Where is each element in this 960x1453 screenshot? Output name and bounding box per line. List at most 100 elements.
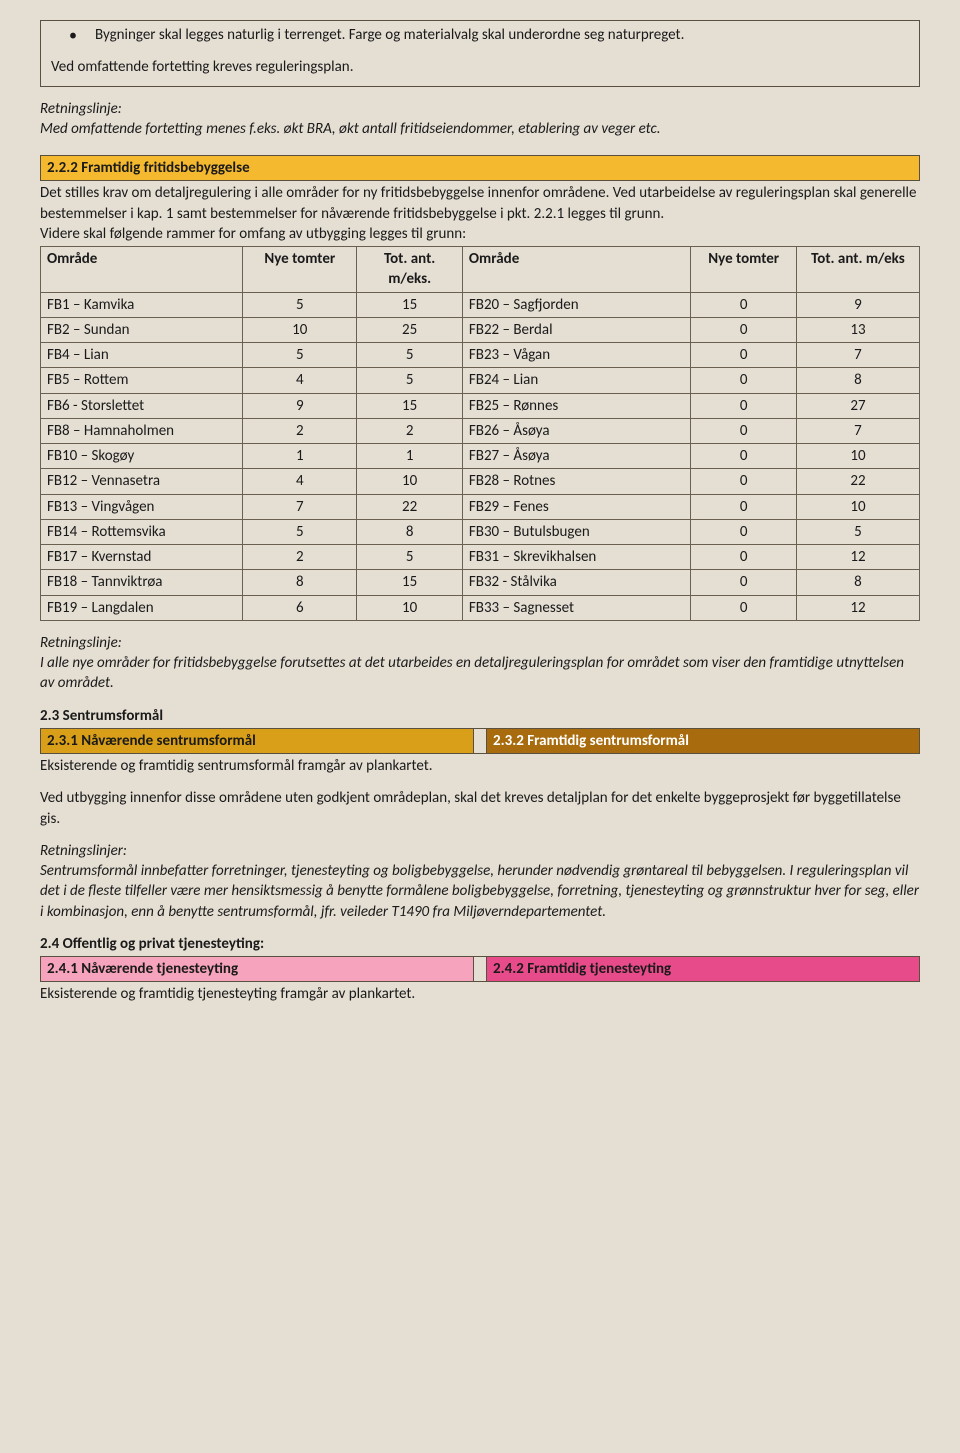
table-cell: 5 — [357, 368, 462, 393]
table-cell: FB32 - Stålvika — [462, 570, 691, 595]
section-24-p1: Eksisterende og framtidig tjenesteyting … — [40, 984, 920, 1004]
table-cell: 7 — [796, 343, 919, 368]
table-cell: 10 — [796, 494, 919, 519]
table-cell: 13 — [796, 317, 919, 342]
table-cell: 10 — [357, 595, 462, 620]
table-cell: 10 — [243, 317, 357, 342]
col-omrade2: Område — [462, 247, 691, 293]
guideline-1-text: Med omfattende fortetting menes f.eks. ø… — [40, 119, 920, 139]
table-header-row: Område Nye tomter Tot. ant. m/eks. Områd… — [41, 247, 920, 293]
table-cell: 15 — [357, 393, 462, 418]
table-cell: 5 — [243, 343, 357, 368]
col-nye2: Nye tomter — [691, 247, 796, 293]
table-cell: FB22 – Berdal — [462, 317, 691, 342]
table-row: FB4 – Lian55FB23 – Vågan07 — [41, 343, 920, 368]
section-232-cell: 2.3.2 Framtidig sentrumsformål — [487, 729, 919, 753]
table-cell: FB4 – Lian — [41, 343, 243, 368]
table-cell: 5 — [243, 519, 357, 544]
table-row: FB13 – Vingvågen722FB29 – Fenes010 — [41, 494, 920, 519]
table-row: FB1 – Kamvika515FB20 – Sagfjorden09 — [41, 292, 920, 317]
guideline-2-label: Retningslinje: — [40, 633, 920, 653]
table-row: FB12 – Vennasetra410FB28 – Rotnes022 — [41, 469, 920, 494]
table-cell: FB6 - Storslettet — [41, 393, 243, 418]
section-222-p1: Det stilles krav om detaljregulering i a… — [40, 183, 920, 224]
guideline-1-label: Retningslinje: — [40, 99, 920, 119]
table-cell: 6 — [243, 595, 357, 620]
table-cell: FB5 – Rottem — [41, 368, 243, 393]
section-241-cell: 2.4.1 Nåværende tjenesteyting — [41, 957, 473, 981]
guideline-3-label: Retningslinjer: — [40, 841, 920, 861]
table-cell: 22 — [796, 469, 919, 494]
table-cell: FB1 – Kamvika — [41, 292, 243, 317]
table-row: FB2 – Sundan1025FB22 – Berdal013 — [41, 317, 920, 342]
table-row: FB19 – Langdalen610FB33 – Sagnesset012 — [41, 595, 920, 620]
table-cell: FB28 – Rotnes — [462, 469, 691, 494]
section-222-p2: Videre skal følgende rammer for omfang a… — [40, 224, 920, 244]
table-cell: FB8 – Hamnaholmen — [41, 418, 243, 443]
table-cell: 2 — [243, 545, 357, 570]
table-cell: 2 — [243, 418, 357, 443]
table-row: FB14 – Rottemsvika58FB30 – Butulsbugen05 — [41, 519, 920, 544]
table-cell: 1 — [357, 444, 462, 469]
table-cell: 9 — [796, 292, 919, 317]
col-tot2: Tot. ant. m/eks — [796, 247, 919, 293]
table-row: FB18 – Tannviktrøa815FB32 - Stålvika08 — [41, 570, 920, 595]
table-cell: 2 — [357, 418, 462, 443]
table-cell: 8 — [243, 570, 357, 595]
table-row: FB6 - Storslettet915FB25 – Rønnes027 — [41, 393, 920, 418]
table-cell: 4 — [243, 368, 357, 393]
table-cell: 0 — [691, 595, 796, 620]
section-242-cell: 2.4.2 Framtidig tjenesteyting — [487, 957, 919, 981]
table-cell: FB25 – Rønnes — [462, 393, 691, 418]
guideline-1: Retningslinje: Med omfattende fortetting… — [40, 99, 920, 140]
intro-bullet: Bygninger skal legges naturlig i terreng… — [95, 25, 909, 45]
section-23-p2: Ved utbygging innenfor disse områdene ut… — [40, 788, 920, 829]
table-cell: 5 — [357, 545, 462, 570]
table-cell: FB24 – Lian — [462, 368, 691, 393]
section-23-bar: 2.3.1 Nåværende sentrumsformål 2.3.2 Fra… — [40, 728, 920, 754]
table-cell: 5 — [796, 519, 919, 544]
table-cell: 0 — [691, 444, 796, 469]
table-row: FB10 – Skogøy11FB27 – Åsøya010 — [41, 444, 920, 469]
section-222-title: 2.2.2 Framtidig fritidsbebyggelse — [40, 155, 920, 181]
table-cell: FB27 – Åsøya — [462, 444, 691, 469]
table-cell: 4 — [243, 469, 357, 494]
table-cell: 0 — [691, 393, 796, 418]
col-nye: Nye tomter — [243, 247, 357, 293]
col-omrade: Område — [41, 247, 243, 293]
table-cell: FB12 – Vennasetra — [41, 469, 243, 494]
table-cell: 8 — [796, 570, 919, 595]
table-cell: 0 — [691, 317, 796, 342]
intro-box: Bygninger skal legges naturlig i terreng… — [40, 20, 920, 87]
table-cell: FB10 – Skogøy — [41, 444, 243, 469]
table-cell: FB2 – Sundan — [41, 317, 243, 342]
table-cell: 7 — [243, 494, 357, 519]
table-cell: FB29 – Fenes — [462, 494, 691, 519]
table-cell: FB17 – Kvernstad — [41, 545, 243, 570]
table-row: FB8 – Hamnaholmen22FB26 – Åsøya07 — [41, 418, 920, 443]
table-cell: FB26 – Åsøya — [462, 418, 691, 443]
table-cell: 0 — [691, 494, 796, 519]
col-tot: Tot. ant. m/eks. — [357, 247, 462, 293]
table-cell: 27 — [796, 393, 919, 418]
table-cell: 8 — [357, 519, 462, 544]
table-cell: 22 — [357, 494, 462, 519]
guideline-2: Retningslinje: I alle nye områder for fr… — [40, 633, 920, 694]
section-24-sep — [473, 957, 487, 981]
guideline-2-text: I alle nye områder for fritidsbebyggelse… — [40, 653, 920, 694]
table-cell: FB14 – Rottemsvika — [41, 519, 243, 544]
section-23-p1: Eksisterende og framtidig sentrumsformål… — [40, 756, 920, 776]
section-24-heading: 2.4 Offentlig og privat tjenesteyting: — [40, 934, 920, 954]
section-23-heading: 2.3 Sentrumsformål — [40, 706, 920, 726]
table-cell: 0 — [691, 292, 796, 317]
table-cell: 15 — [357, 570, 462, 595]
table-cell: FB18 – Tannviktrøa — [41, 570, 243, 595]
table-cell: 7 — [796, 418, 919, 443]
table-cell: 0 — [691, 368, 796, 393]
table-cell: FB20 – Sagfjorden — [462, 292, 691, 317]
table-cell: 0 — [691, 519, 796, 544]
table-cell: 15 — [357, 292, 462, 317]
table-cell: 25 — [357, 317, 462, 342]
table-cell: FB13 – Vingvågen — [41, 494, 243, 519]
table-cell: 9 — [243, 393, 357, 418]
